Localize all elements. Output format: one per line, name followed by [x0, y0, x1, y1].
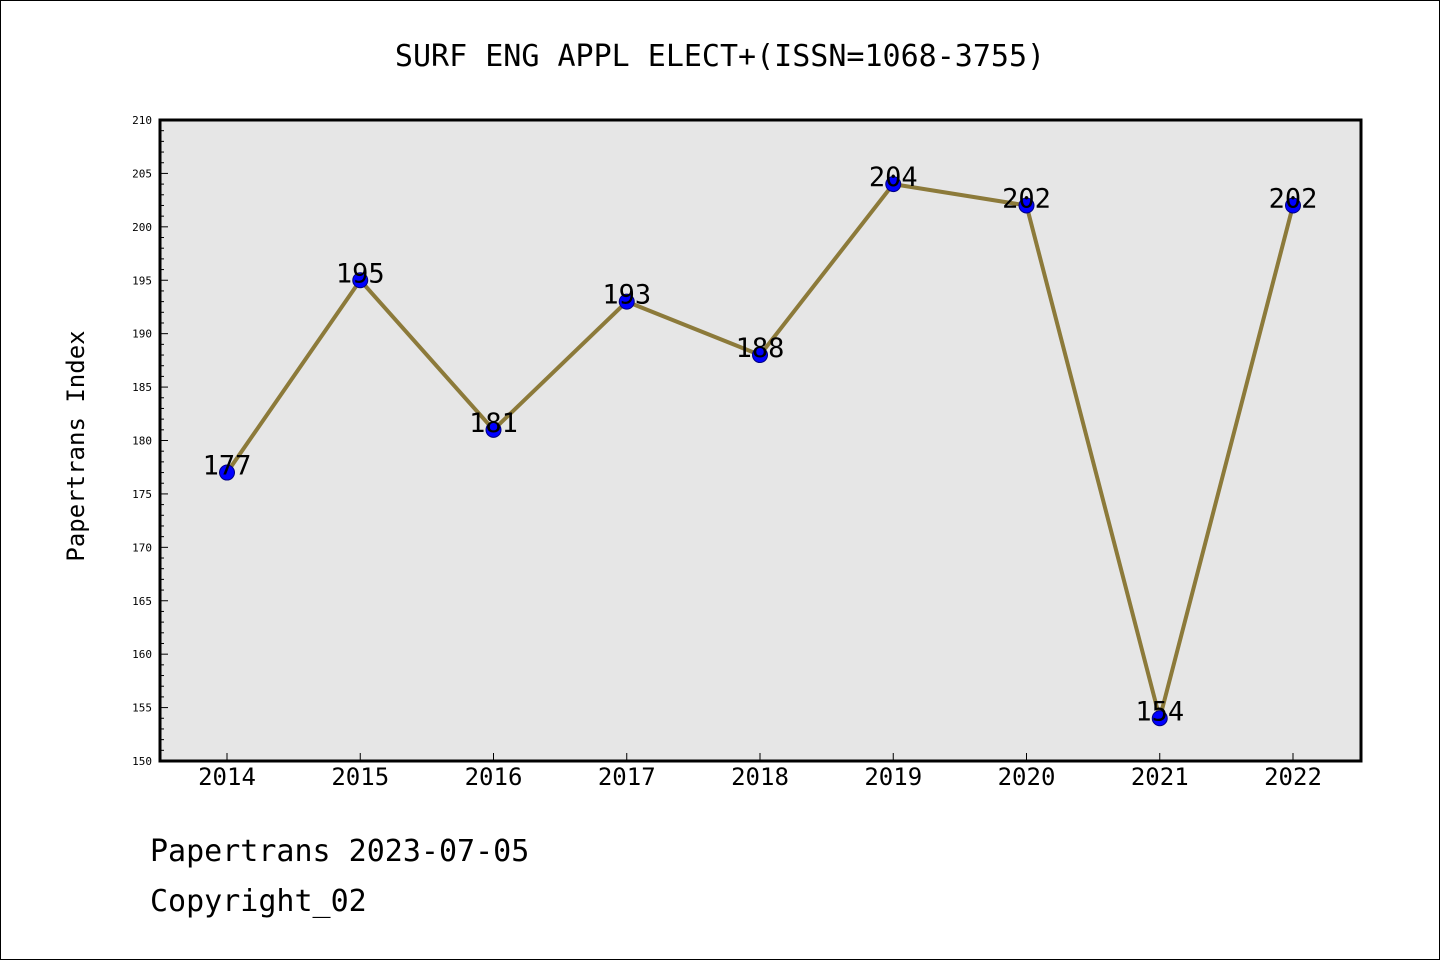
y-tick-label: 175	[132, 488, 152, 501]
data-markers	[219, 176, 1301, 727]
y-tick-label: 150	[132, 755, 152, 768]
y-tick-label: 200	[132, 221, 152, 234]
chart-title: SURF ENG APPL ELECT+(ISSN=1068-3755)	[395, 39, 1045, 74]
x-axis: 2014 2015 2016 2017 2018 2019 2020 2021 2022	[198, 753, 1322, 791]
data-point	[618, 293, 635, 310]
data-point	[752, 347, 768, 364]
y-tick-label: 155	[132, 702, 152, 715]
data-point	[1285, 197, 1301, 214]
data-label: 177	[203, 451, 252, 482]
x-tick-label: 2022	[1264, 763, 1322, 791]
footer-stamp: Papertrans 2023-07-05	[150, 834, 530, 869]
y-tick-label: 170	[132, 541, 152, 554]
data-label: 188	[736, 333, 785, 364]
data-label: 202	[1002, 183, 1051, 214]
data-label: 181	[469, 408, 518, 439]
data-point	[1151, 710, 1168, 727]
data-labels: 177 195 181 193 188 204 202 154 202	[203, 162, 1318, 727]
y-tick-label: 205	[132, 167, 152, 180]
data-point	[1018, 197, 1035, 214]
data-point	[485, 421, 502, 438]
y-tick-label: 160	[132, 648, 152, 661]
data-point	[219, 464, 235, 481]
x-tick-label: 2016	[465, 763, 523, 791]
x-tick-label: 2020	[998, 763, 1056, 791]
y-tick-label: 210	[132, 114, 152, 127]
y-tick-label: 180	[132, 435, 152, 448]
data-label: 202	[1269, 183, 1318, 214]
x-tick-label: 2021	[1131, 763, 1189, 791]
plot-border	[158, 118, 1363, 763]
plot-area	[160, 120, 1361, 761]
y-tick-label: 195	[132, 274, 152, 287]
x-tick-label: 2017	[598, 763, 656, 791]
x-tick-label: 2015	[331, 763, 389, 791]
data-label: 193	[602, 280, 651, 311]
x-tick-label: 2014	[198, 763, 256, 791]
data-point	[885, 176, 902, 193]
y-axis-label: Papertrans Index	[62, 330, 90, 561]
data-label: 154	[1135, 696, 1184, 727]
footer-copyright: Copyright_02	[150, 884, 367, 919]
x-tick-label: 2018	[731, 763, 789, 791]
data-label: 195	[336, 258, 385, 289]
y-tick-label: 185	[132, 381, 152, 394]
x-tick-label: 2019	[864, 763, 922, 791]
y-tick-label: 190	[132, 328, 152, 341]
data-label: 204	[869, 162, 918, 193]
data-point	[352, 272, 369, 289]
y-tick-label: 165	[132, 595, 152, 608]
